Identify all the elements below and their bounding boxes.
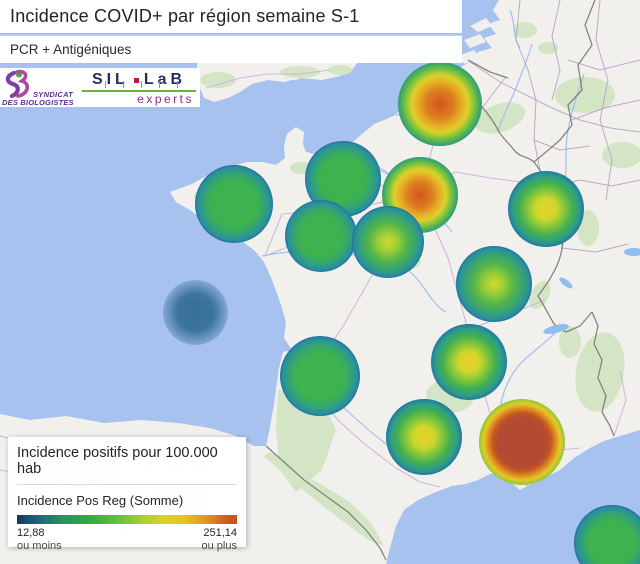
heat-blob-zone-atlantique-faible[interactable] <box>162 279 228 345</box>
legend-max-value: 251,14 <box>203 527 237 539</box>
sb-emblem-icon <box>5 69 29 99</box>
syndicat-des-biologistes-logo: SYNDICAT DES BIOLOGISTES <box>0 68 78 107</box>
legend-gradient-bar <box>17 515 237 524</box>
heat-blob-bretagne[interactable] <box>195 165 273 243</box>
heat-blob-bourgogne-franche-comte[interactable] <box>456 246 532 322</box>
heat-blob-pays-de-la-loire[interactable] <box>284 199 358 273</box>
sillab-ticks-decoration <box>88 81 190 88</box>
sillab-tagline: experts <box>137 92 194 106</box>
page-subtitle: PCR + Antigéniques <box>10 42 132 57</box>
heat-blob-hauts-de-france[interactable] <box>398 62 482 146</box>
heat-blob-auvergne-rhone-alpes[interactable] <box>431 324 507 400</box>
legend-scale: 12,88 ou moins 251,14 ou plus <box>17 527 237 553</box>
legend-card: Incidence positifs pour 100.000 hab Inci… <box>8 437 246 552</box>
legend-divider <box>17 484 237 485</box>
sb-logo-line2: DES BIOLOGISTES <box>2 98 74 107</box>
sillab-experts-logo: SIL LaB experts <box>78 68 200 107</box>
heat-blob-nouvelle-aquitaine[interactable] <box>279 335 361 417</box>
heat-blob-grand-est[interactable] <box>508 171 584 247</box>
heat-blob-occitanie[interactable] <box>386 399 462 475</box>
legend-max: 251,14 ou plus <box>202 527 237 553</box>
legend-measure-label: Incidence Pos Reg (Somme) <box>17 493 184 508</box>
sb-logo-line1: SYNDICAT <box>33 90 74 99</box>
heat-blob-centre-val-de-loire[interactable] <box>351 205 425 279</box>
legend-title: Incidence positifs pour 100.000 hab <box>17 445 218 477</box>
report-subtitle-bar: PCR + Antigéniques <box>0 36 462 63</box>
legend-min-value: 12,88 <box>17 527 45 539</box>
legend-min-qualifier: ou moins <box>17 540 62 552</box>
lakes <box>543 248 640 334</box>
sillab-red-square-icon <box>133 77 139 83</box>
title-accent-line <box>0 33 462 36</box>
heat-blob-corse[interactable] <box>574 505 640 564</box>
page-title: Incidence COVID+ par région semaine S-1 <box>10 6 360 26</box>
report-title-bar: Incidence COVID+ par région semaine S-1 <box>0 0 462 33</box>
legend-max-qualifier: ou plus <box>201 540 237 552</box>
heat-blob-provence-alpes-cote-d-azur[interactable] <box>479 399 565 485</box>
legend-min: 12,88 ou moins <box>17 527 62 553</box>
logo-strip: SYNDICAT DES BIOLOGISTES SIL LaB experts <box>0 68 200 107</box>
